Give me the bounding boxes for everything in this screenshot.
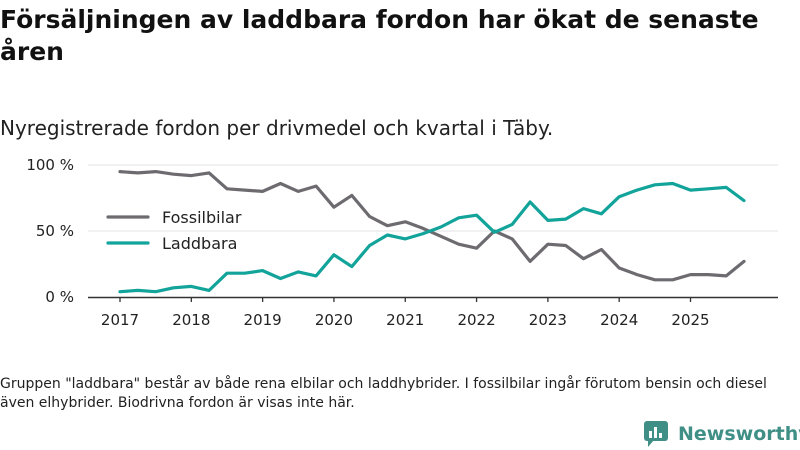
- chart-subtitle: Nyregistrerade fordon per drivmedel och …: [0, 116, 554, 140]
- series-line-laddbara: [118, 181, 746, 294]
- y-tick-label: 0 %: [45, 288, 74, 306]
- x-tick-label: 2017: [101, 311, 139, 329]
- x-tick-label: 2022: [457, 311, 495, 329]
- legend-label-fossilbilar: Fossilbilar: [162, 208, 242, 227]
- footnote: Gruppen "laddbara" består av både rena e…: [0, 376, 767, 411]
- series-line-fossilbilar: [118, 170, 746, 282]
- x-tick-label: 2019: [244, 311, 282, 329]
- x-tick-label: 2018: [172, 311, 210, 329]
- x-tick-label: 2021: [386, 311, 424, 329]
- x-tick-label: 2020: [315, 311, 353, 329]
- x-tick-label: 2023: [529, 311, 567, 329]
- chart-title: Försäljningen av laddbara fordon har öka…: [0, 5, 759, 66]
- brand-logo[interactable]: Newsworthy: [644, 420, 800, 448]
- bar-chart-speech-bubble-icon: [644, 421, 668, 447]
- y-tick-label: 100 %: [26, 156, 74, 174]
- brand-name: Newsworthy: [678, 423, 800, 445]
- line-chart: 0 % 50 % 100 % 2017 2018 2019 2020 2021 2022 202…: [26, 156, 778, 329]
- x-tick-label: 2024: [600, 311, 638, 329]
- x-tick-label: 2025: [671, 311, 709, 329]
- y-tick-label: 50 %: [36, 222, 74, 240]
- legend-label-laddbara: Laddbara: [162, 234, 237, 253]
